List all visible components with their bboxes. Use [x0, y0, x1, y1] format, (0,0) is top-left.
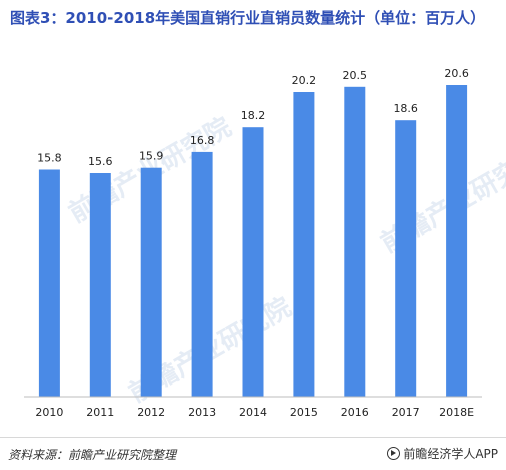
bar-chart: 15.8 15.6 15.9 16.8 18.2 20.2 20.5 18.6 20.6 201…: [24, 67, 482, 419]
data-label-2016: 20.5: [343, 69, 368, 82]
x-tick-2010: 2010: [35, 406, 63, 419]
x-tick-2015: 2015: [290, 406, 318, 419]
x-tick-2013: 2013: [188, 406, 216, 419]
data-label-2014: 18.2: [241, 109, 266, 122]
data-label-2013: 16.8: [190, 134, 215, 147]
brand-link[interactable]: 前瞻经济学人APP: [387, 445, 498, 462]
source-note: 资料来源：前瞻产业研究院整理: [8, 448, 177, 462]
bar-2011: [89, 173, 111, 397]
bar-2015: [293, 92, 315, 397]
x-tick-2018E: 2018E: [439, 406, 474, 419]
x-tick-labels-layer: 2010 2011 2012 2013 2014 2015 2016 2017 2018E: [35, 406, 474, 419]
x-tick-2011: 2011: [86, 406, 114, 419]
brand-label: 前瞻经济学人APP: [403, 447, 498, 461]
bar-2013: [191, 151, 213, 397]
bar-2010: [38, 169, 60, 397]
bar-2017: [395, 120, 417, 397]
data-label-2011: 15.6: [88, 155, 113, 168]
data-label-2010: 15.8: [37, 152, 62, 165]
x-tick-2017: 2017: [392, 406, 420, 419]
bar-2014: [242, 127, 264, 397]
data-labels-layer: 15.8 15.6 15.9 16.8 18.2 20.2 20.5 18.6 20.6: [37, 67, 469, 168]
chart-title: 图表3：2010-2018年美国直销行业直销员数量统计（单位：百万人）: [10, 9, 486, 27]
x-tick-2016: 2016: [341, 406, 369, 419]
bar-2016: [344, 86, 366, 398]
footer: 资料来源：前瞻产业研究院整理 前瞻经济学人APP: [0, 437, 506, 470]
data-label-2018E: 20.6: [444, 67, 469, 80]
bar-2012: [140, 167, 162, 397]
data-label-2012: 15.9: [139, 150, 164, 163]
data-label-2017: 18.6: [393, 102, 418, 115]
x-tick-2012: 2012: [137, 406, 165, 419]
bars-layer: [38, 85, 468, 398]
x-tick-2014: 2014: [239, 406, 267, 419]
play-circle-icon: [387, 447, 401, 460]
bar-2018E: [446, 85, 468, 397]
data-label-2015: 20.2: [292, 74, 317, 87]
